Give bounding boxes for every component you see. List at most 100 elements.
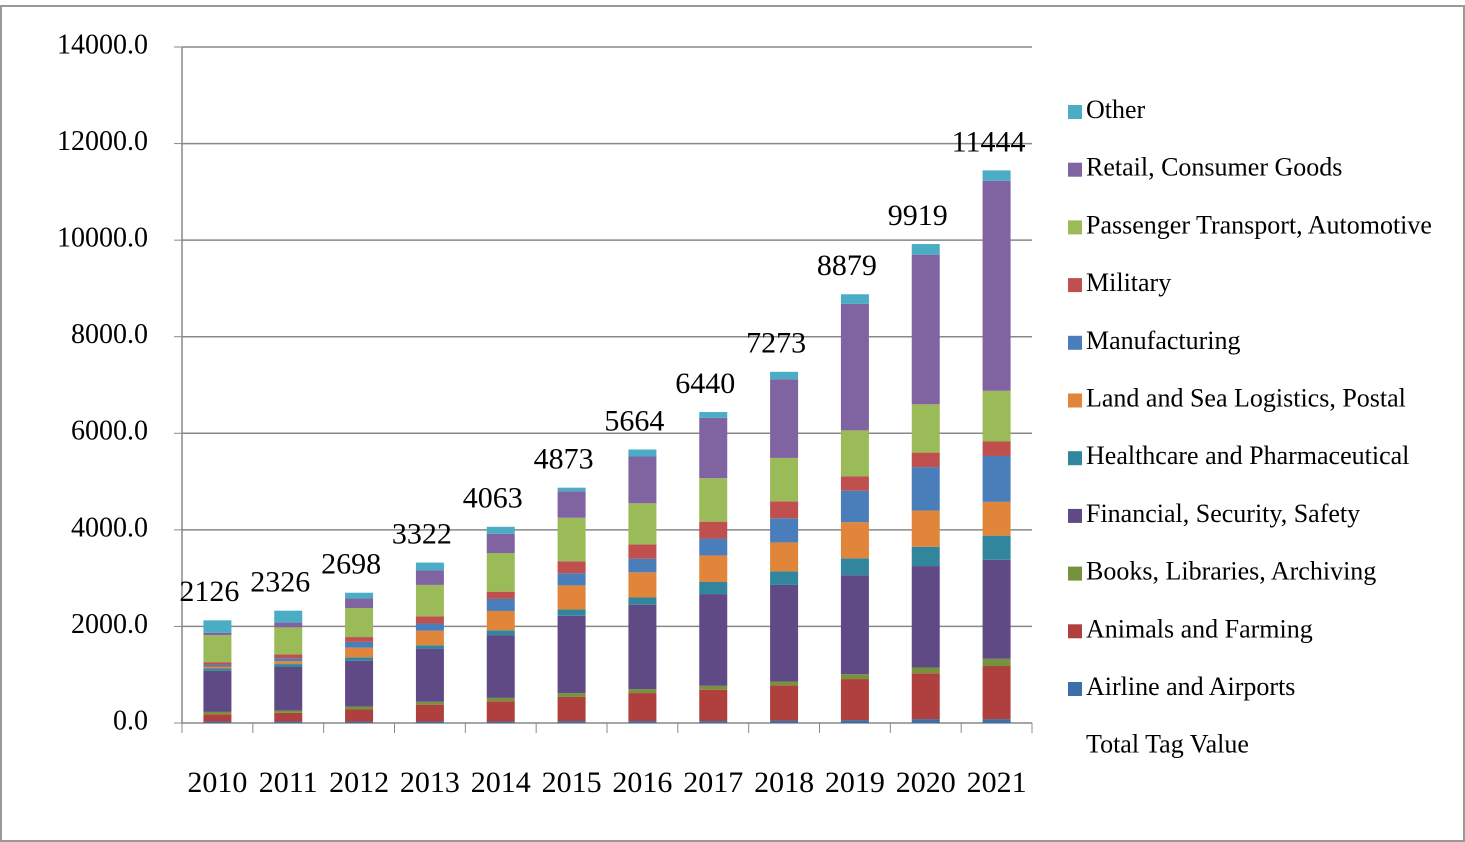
bar-segment [840,720,869,723]
bar-segment [982,658,1011,667]
bar-segment [345,647,374,658]
bar-segment [699,538,728,556]
total-label: 2126 [179,575,239,608]
bar-segment [699,582,728,595]
legend-label: Other [1086,95,1146,124]
legend-swatch [1068,105,1082,119]
bar-segment [274,658,303,662]
bar-segment [345,637,374,642]
bar-segment [415,616,444,624]
bar-segment [203,668,232,671]
x-tick-label: 2016 [612,766,672,799]
bar-segment [770,681,799,686]
bar-segment [982,535,1011,560]
x-tick-label: 2013 [400,766,460,799]
x-tick-label: 2010 [187,766,247,799]
bar-segment [911,667,940,674]
y-tick-label: 10000.0 [57,223,148,254]
bar-segment [911,254,940,405]
bar-segment [486,598,515,611]
bar-segment [699,417,728,479]
bar-segment [982,390,1011,442]
bar-segment [486,701,515,722]
bar-segment [557,615,586,694]
bar-segment [628,572,657,598]
bar-segment [699,689,728,722]
legend-label: Animals and Farming [1086,614,1313,643]
bar-segment [203,714,232,722]
bar-segment [840,430,869,477]
bar-segment [628,558,657,573]
bar-segment [345,721,374,723]
bar-segment [557,561,586,574]
bar-segment [345,608,374,638]
bar-segment [770,518,799,543]
legend-label: Military [1086,268,1171,297]
bar-segment [628,456,657,504]
bar-segment [770,720,799,723]
legend-label: Retail, Consumer Goods [1086,153,1342,182]
bar-segment [415,704,444,722]
total-label: 3322 [392,517,452,550]
bar-segment [345,592,374,599]
legend-swatch [1068,508,1082,523]
bar-segment [982,666,1011,720]
total-label: 8879 [817,249,877,282]
x-tick-label: 2018 [754,766,814,799]
bar-segment [699,594,728,686]
total-label: 2698 [321,548,381,581]
bar-segment [345,709,374,722]
legend-label: Healthcare and Pharmaceutical [1086,441,1409,470]
bar-segment [628,597,657,605]
bar-segment [486,635,515,698]
x-tick-label: 2017 [683,766,743,799]
bar-segment [770,685,799,721]
legend-swatch [1068,682,1082,696]
legend-swatch [1068,335,1082,350]
legend-swatch [1068,566,1082,581]
bar-segment [203,666,232,669]
bar-segment [840,303,869,431]
total-label: 5664 [604,404,664,437]
total-label: 9919 [888,199,948,232]
legend-swatch [1068,220,1082,235]
bar-segment [203,711,232,715]
legend-label: Passenger Transport, Automotive [1086,210,1432,239]
bar-segment [699,521,728,539]
bar-segment [770,571,799,585]
bar-segment [628,604,657,690]
bar-segment [486,610,515,631]
bar-segment [628,544,657,559]
bar-segment [628,449,657,457]
bar-segment [628,721,657,723]
bar-segment [203,635,232,663]
bar-segment [415,562,444,571]
bar-segment [911,452,940,468]
bar-segment [274,664,303,667]
bar-segment [911,566,940,668]
bar-segment [274,661,303,665]
x-tick-label: 2011 [259,766,318,799]
bar-segment [840,558,869,576]
bar-segment [415,648,444,702]
y-tick-label: 0.0 [113,705,148,736]
legend-swatch [1068,393,1082,408]
legend-swatch [1068,162,1082,177]
bar-segment [911,244,940,255]
bar-segment [415,570,444,585]
bar-segment [345,641,374,648]
bar-segment [486,630,515,636]
bar-segment [557,693,586,697]
bar-segment [274,721,303,723]
bar-segment [486,526,515,534]
bar-segment [557,696,586,722]
bar-segment [770,371,799,380]
bar-segment [203,670,232,712]
bar-segment [203,721,232,723]
bar-segment [840,522,869,559]
bar-segment [911,546,940,567]
x-tick-label: 2014 [471,766,531,799]
bar-segment [557,721,586,723]
bar-segment [486,721,515,723]
